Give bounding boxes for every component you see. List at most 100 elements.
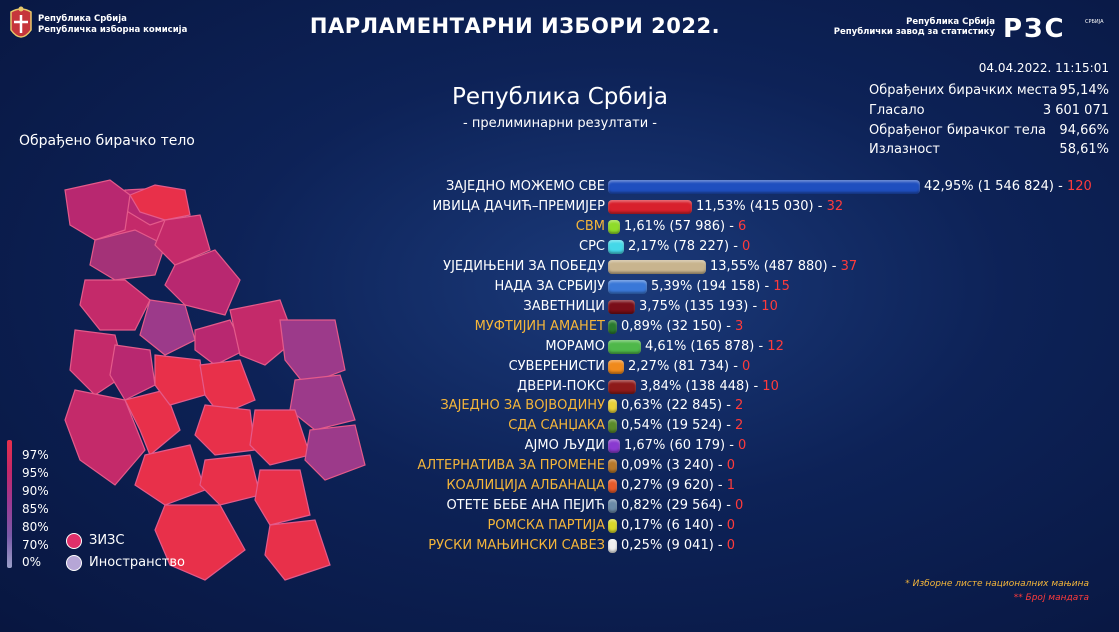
party-bar[interactable] xyxy=(608,220,620,234)
map-district-kolubara[interactable] xyxy=(109,344,156,401)
map-district-south-banat[interactable] xyxy=(164,249,241,316)
stat-value-voted: 3 601 071 xyxy=(1042,103,1109,118)
party-bar[interactable] xyxy=(608,419,617,433)
stat-value-processed-electorate: 94,66% xyxy=(1059,123,1109,138)
timestamp: 04.04.2022. 11:15:01 xyxy=(978,61,1109,75)
party-result-text: 0,63% (22 845) - xyxy=(621,398,736,413)
party-seats: 3 xyxy=(735,319,744,334)
party-seats: 15 xyxy=(773,279,790,294)
map-district-west-bac[interactable] xyxy=(64,179,131,241)
party-result: 42,95% (1 546 824) - 120 xyxy=(924,179,1092,194)
serbia-coat-of-arms-icon xyxy=(10,6,32,38)
party-bar[interactable] xyxy=(608,360,624,374)
party-bar[interactable] xyxy=(608,340,641,354)
map-district-belgrade[interactable] xyxy=(139,299,196,356)
map-district-zajecar[interactable] xyxy=(289,374,356,431)
party-bar[interactable] xyxy=(608,439,620,453)
org-right-line2: Републички завод за статистику xyxy=(833,27,995,37)
party-bar[interactable] xyxy=(608,320,617,334)
map-district-nisava[interactable] xyxy=(249,409,311,466)
map-district-jablanica[interactable] xyxy=(254,469,311,526)
party-bar[interactable] xyxy=(608,280,647,294)
party-result: 0,54% (19 524) - 2 xyxy=(621,418,743,433)
org-right-line1: Република Србија xyxy=(906,17,995,27)
map-district-branicevo[interactable] xyxy=(229,299,296,366)
party-result-text: 0,82% (29 564) - xyxy=(621,498,736,513)
party-name: МОРАМО xyxy=(545,339,605,354)
legend-dot-abroad xyxy=(66,555,82,571)
map-district-pomoravlje[interactable] xyxy=(199,359,256,416)
party-result: 1,61% (57 986) - 6 xyxy=(624,219,746,234)
party-result: 4,61% (165 878) - 12 xyxy=(645,339,784,354)
party-bar[interactable] xyxy=(608,499,617,513)
party-name: СУВЕРЕНИСТИ xyxy=(508,359,605,374)
party-result: 5,39% (194 158) - 15 xyxy=(651,279,790,294)
scale-label-80: 80% xyxy=(22,520,49,534)
party-result: 11,53% (415 030) - 32 xyxy=(696,199,843,214)
map-district-central-banat[interactable] xyxy=(154,214,211,266)
party-name: РУСКИ МАЊИНСКИ САВЕЗ xyxy=(428,538,605,553)
party-name: АЛТЕРНАТИВА ЗА ПРОМЕНЕ xyxy=(417,458,605,473)
party-result-text: 0,54% (19 524) - xyxy=(621,418,736,433)
party-name: РОМСКА ПАРТИЈА xyxy=(487,518,605,533)
party-seats: 10 xyxy=(762,379,779,394)
note-national-minorities: * Изборне листе националних мањина xyxy=(905,579,1089,589)
party-bar[interactable] xyxy=(608,399,617,413)
map-district-raska[interactable] xyxy=(134,444,206,506)
party-result: 0,63% (22 845) - 2 xyxy=(621,398,743,413)
party-result: 3,75% (135 193) - 10 xyxy=(639,299,778,314)
map-district-south-bac[interactable] xyxy=(89,229,166,281)
party-bar[interactable] xyxy=(608,380,636,394)
party-result-text: 3,75% (135 193) - xyxy=(639,299,762,314)
map-district-kosovo[interactable] xyxy=(154,504,246,581)
scale-label-90: 90% xyxy=(22,484,49,498)
map-district-toplica[interactable] xyxy=(199,454,261,506)
map-district-sumadija[interactable] xyxy=(154,354,206,406)
party-bar[interactable] xyxy=(608,539,617,553)
party-name: УЈЕДИЊЕНИ ЗА ПОБЕДУ xyxy=(443,259,605,274)
legend-label-abroad: Иностранство xyxy=(89,555,185,570)
serbia-districts-map[interactable] xyxy=(55,170,375,590)
map-district-srem[interactable] xyxy=(79,279,151,331)
legend-dot-zizs xyxy=(66,533,82,549)
map-district-moravica[interactable] xyxy=(124,389,181,456)
map-district-rasina[interactable] xyxy=(194,404,256,456)
stat-label-processed-electorate: Обрађеног бирачког тела xyxy=(869,123,1046,138)
rzs-logo: РЗС СРБИЈА xyxy=(1003,14,1113,44)
party-name: НАДА ЗА СРБИЈУ xyxy=(494,279,605,294)
party-name: ЗАЈЕДНО ЗА ВОЈВОДИНУ xyxy=(440,398,605,413)
map-district-subotica[interactable] xyxy=(129,184,191,221)
map-district-pcinja[interactable] xyxy=(264,519,331,581)
party-bar[interactable] xyxy=(608,300,635,314)
party-bar[interactable] xyxy=(608,240,624,254)
party-seats: 0 xyxy=(726,458,736,473)
map-district-pirot[interactable] xyxy=(304,424,366,481)
party-name: ДВЕРИ-ПОКС xyxy=(517,379,605,394)
party-result-text: 0,17% (6 140) - xyxy=(621,518,727,533)
party-bar[interactable] xyxy=(608,479,617,493)
party-bar[interactable] xyxy=(608,200,692,214)
map-district-macva[interactable] xyxy=(69,329,126,396)
party-seats: 10 xyxy=(761,299,778,314)
party-result-text: 0,89% (32 150) - xyxy=(621,319,736,334)
party-result: 0,27% (9 620) - 1 xyxy=(621,478,735,493)
scale-label-97: 97% xyxy=(22,448,49,462)
party-result: 2,17% (78 227) - 0 xyxy=(628,239,750,254)
party-result: 0,82% (29 564) - 0 xyxy=(621,498,743,513)
party-result-text: 2,17% (78 227) - xyxy=(628,239,743,254)
party-result: 0,89% (32 150) - 3 xyxy=(621,319,743,334)
map-district-podunavlje[interactable] xyxy=(194,319,246,366)
scale-label-0: 0% xyxy=(22,555,42,569)
party-bar[interactable] xyxy=(608,180,920,194)
party-name: ОТЕТЕ БЕБЕ АНА ПЕЈИЋ xyxy=(446,498,605,513)
party-name: КОАЛИЦИЈА АЛБАНАЦА xyxy=(446,478,605,493)
party-seats: 120 xyxy=(1066,179,1092,194)
party-result-text: 42,95% (1 546 824) - xyxy=(924,179,1067,194)
logo-small-text: СРБИЈА xyxy=(1085,19,1104,25)
party-result-text: 0,09% (3 240) - xyxy=(621,458,727,473)
party-result: 0,09% (3 240) - 0 xyxy=(621,458,735,473)
party-bar[interactable] xyxy=(608,459,617,473)
party-result-text: 0,27% (9 620) - xyxy=(621,478,727,493)
party-bar[interactable] xyxy=(608,519,617,533)
party-bar[interactable] xyxy=(608,260,706,274)
